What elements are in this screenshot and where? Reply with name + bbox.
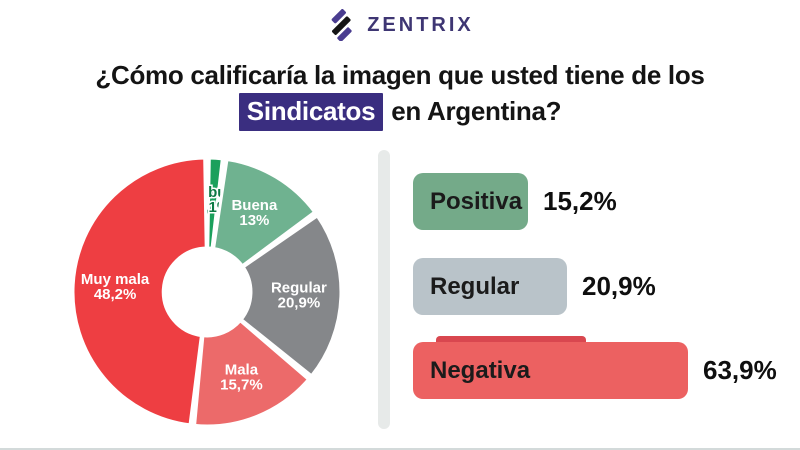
title-line2-rest: en Argentina? bbox=[391, 96, 562, 126]
logo: ZENTRIX bbox=[0, 7, 800, 43]
logo-text: ZENTRIX bbox=[367, 13, 474, 36]
donut-chart: Muy buena 2,1% Buena 13%Regular 20,9%Mala 15,… bbox=[71, 156, 343, 428]
bar-value-regular: 20,9% bbox=[582, 271, 656, 301]
donut-label-mala: Mala 15,7% bbox=[220, 361, 263, 393]
title-highlight: Sindicatos bbox=[238, 93, 384, 131]
donut-label-regular: Regular 20,9% bbox=[271, 279, 327, 311]
page-title: ¿Cómo calificaría la imagen que usted ti… bbox=[0, 58, 800, 131]
bar-row-positiva: Positiva 15,2% bbox=[413, 173, 617, 230]
donut-segment-buena bbox=[212, 158, 317, 268]
donut-segment-muy-mala bbox=[71, 156, 208, 427]
bar-row-regular: Regular 20,9% bbox=[413, 258, 656, 315]
bar-label-positiva: Positiva bbox=[430, 187, 523, 215]
vertical-divider bbox=[378, 150, 390, 429]
bar-regular: Regular bbox=[413, 258, 567, 315]
zentrix-logo-icon bbox=[331, 9, 352, 41]
bar-chart: Positiva 15,2% Regular 20,9% Negativa 63,9% bbox=[413, 146, 800, 436]
bar-row-negativa: Negativa 63,9% bbox=[413, 342, 777, 399]
bottom-border bbox=[0, 448, 800, 450]
bar-value-positiva: 15,2% bbox=[543, 186, 617, 216]
title-line2: Sindicatos en Argentina? bbox=[0, 93, 800, 131]
donut-label-muy-mala: Muy mala 48,2% bbox=[81, 271, 150, 303]
bar-value-negativa: 63,9% bbox=[703, 355, 777, 385]
donut-segment-mala bbox=[193, 319, 310, 428]
bar-label-negativa: Negativa bbox=[430, 356, 531, 384]
bar-positiva: Positiva bbox=[413, 173, 528, 230]
donut-segment-muy-buena bbox=[206, 156, 224, 250]
title-line1: ¿Cómo calificaría la imagen que usted ti… bbox=[95, 60, 705, 90]
bar-label-regular: Regular bbox=[430, 272, 520, 300]
donut-label-buena: Buena 13% bbox=[231, 197, 278, 229]
donut-segment-regular bbox=[239, 214, 343, 378]
bar-negativa: Negativa bbox=[413, 342, 688, 399]
